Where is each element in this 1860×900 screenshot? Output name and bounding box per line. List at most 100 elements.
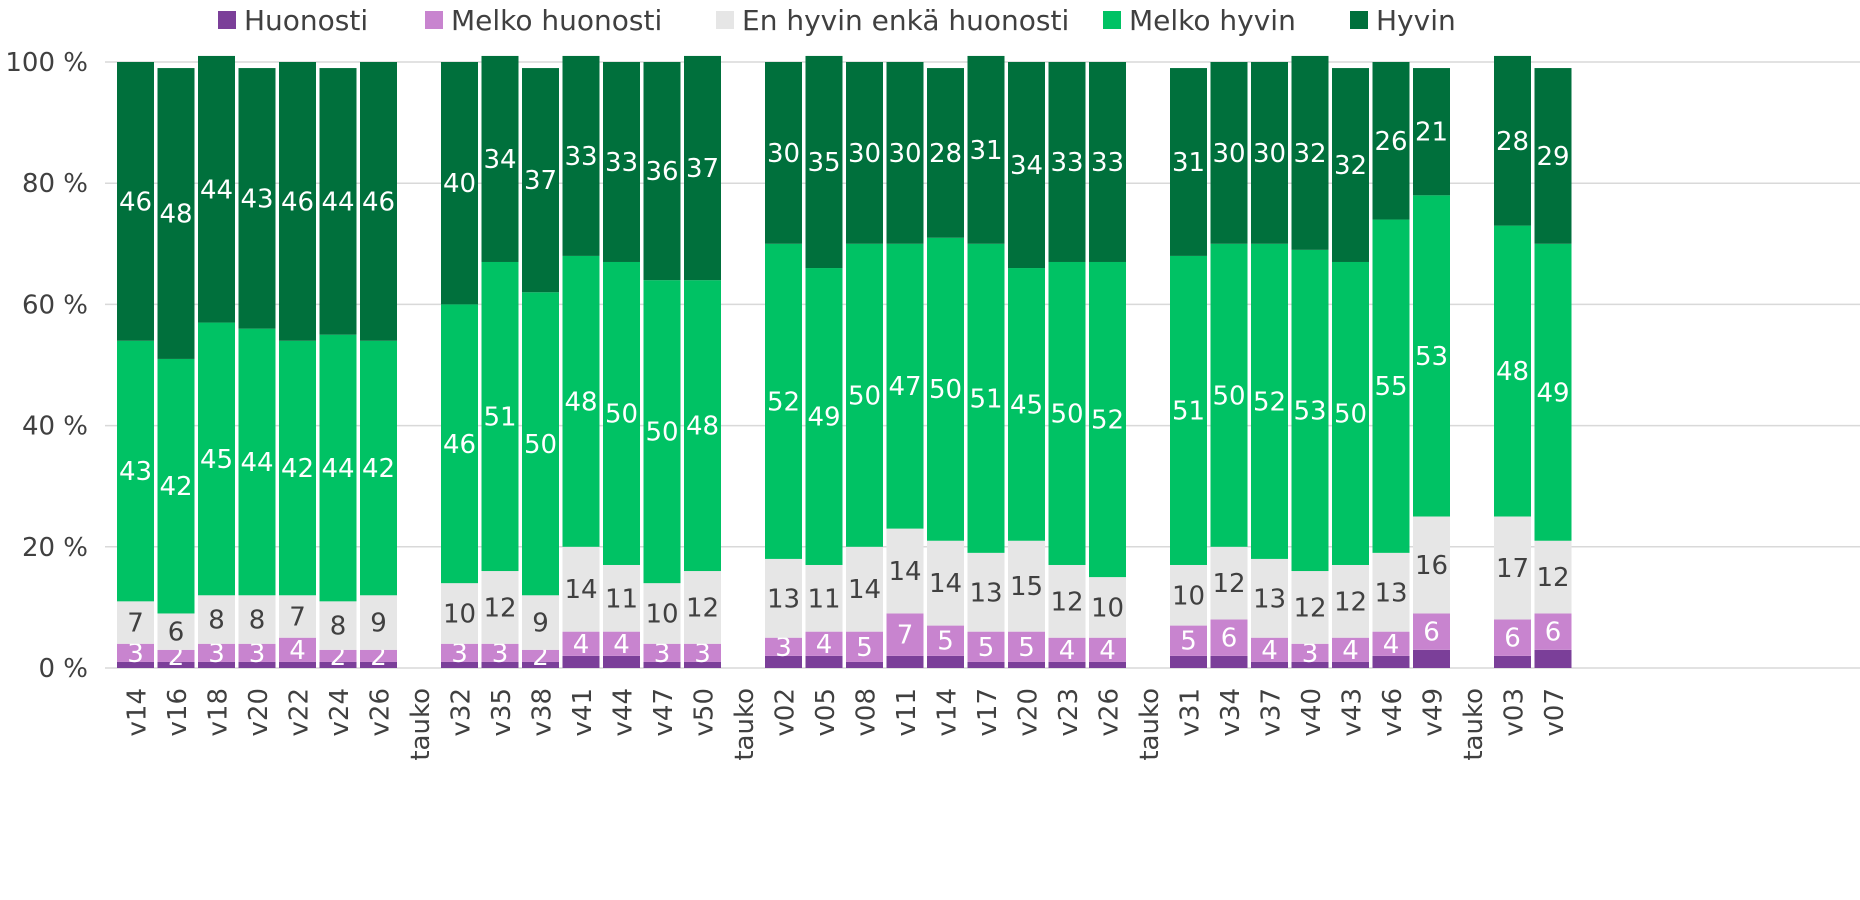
x-tick-label: v50 (690, 688, 720, 736)
y-tick-label: 0 % (38, 654, 88, 684)
x-tick-label: v43 (1338, 688, 1368, 736)
bar-segment (1291, 661, 1329, 668)
bar-segment (1089, 62, 1126, 262)
data-label: 7 (289, 602, 306, 632)
data-label: 50 (1212, 381, 1245, 411)
bar-segment (319, 68, 357, 335)
bar-segment (967, 243, 1005, 553)
data-label: 34 (1010, 151, 1043, 181)
bar-segment (886, 655, 924, 668)
data-label: 48 (159, 200, 192, 230)
bar-segment (562, 546, 600, 632)
bar-segment (684, 643, 721, 662)
bar-segment (1210, 243, 1248, 547)
data-label: 3 (249, 639, 266, 669)
data-label: 26 (1374, 127, 1407, 157)
bar-segment (319, 649, 357, 662)
bar-segment (1170, 564, 1207, 626)
data-label: 7 (127, 609, 144, 639)
bar-segment (1413, 613, 1450, 650)
data-label: 33 (1091, 148, 1124, 178)
bar-segment (1048, 661, 1086, 668)
bar-segment (886, 613, 924, 656)
bar-segment (805, 631, 843, 656)
y-tick-label: 100 % (5, 48, 88, 78)
data-label: 28 (1496, 127, 1529, 157)
x-tick-label: v41 (568, 688, 598, 736)
data-label: 32 (1293, 139, 1326, 169)
x-tick-label: v47 (649, 688, 679, 736)
bar-segment (238, 661, 276, 668)
bar-segment (1008, 268, 1045, 541)
legend-item: Melko huonosti (425, 2, 662, 38)
bar-segment (643, 661, 681, 668)
data-label: 8 (330, 612, 347, 642)
bar-segment (562, 631, 600, 656)
data-label: 44 (321, 187, 354, 217)
data-label: 46 (443, 430, 476, 460)
bar-segment (1170, 255, 1207, 565)
bar-segment (481, 571, 519, 644)
bar-segment (117, 661, 154, 668)
bar-segment (643, 62, 681, 281)
bar-segment (765, 243, 802, 559)
data-label: 36 (645, 157, 678, 187)
data-label: 5 (937, 627, 954, 657)
bar-segment (279, 62, 316, 341)
data-label: 30 (767, 139, 800, 169)
legend-item: En hyvin enkä huonosti (716, 2, 1069, 38)
data-label: 12 (1293, 593, 1326, 623)
bar-segment (1413, 649, 1450, 668)
bar-segment (522, 595, 559, 650)
legend-item: Huonosti (218, 2, 368, 38)
data-label: 50 (1050, 399, 1083, 429)
bar-segment (441, 643, 478, 662)
bar-segment (1332, 564, 1369, 638)
x-tick-label: v49 (1419, 688, 1449, 736)
bar-segment (1089, 637, 1126, 662)
data-label: 10 (1091, 593, 1124, 623)
bar-segment (765, 62, 802, 244)
bar-segment (1534, 613, 1572, 650)
x-tick-label: v14 (933, 688, 963, 736)
data-label: 4 (1342, 636, 1359, 666)
bar-segment (1170, 625, 1207, 656)
x-tick-label: v03 (1500, 688, 1530, 736)
bar-segment (967, 552, 1005, 632)
bar-segment (805, 655, 843, 668)
x-tick-label: tauko (1459, 688, 1489, 761)
bar-segment (360, 595, 397, 650)
x-tick-label: v05 (811, 688, 841, 736)
bar-segment (481, 661, 519, 668)
data-label: 31 (1172, 148, 1205, 178)
data-label: 47 (888, 372, 921, 402)
data-label: 50 (1334, 399, 1367, 429)
y-tick-label: 80 % (22, 169, 88, 199)
bar-segment (886, 528, 924, 614)
bar-segment (1332, 661, 1369, 668)
bar-segment (684, 571, 721, 644)
bar-segment (157, 649, 195, 662)
data-label: 11 (605, 584, 638, 614)
data-label: 4 (1099, 636, 1116, 666)
bar-segment (1372, 655, 1410, 668)
data-label: 6 (1504, 624, 1521, 654)
data-label: 14 (848, 575, 881, 605)
bar-segment (1170, 655, 1207, 668)
data-label: 3 (451, 639, 468, 669)
bar-segment (1048, 637, 1086, 662)
data-label: 5 (1018, 633, 1035, 663)
data-label: 32 (1334, 151, 1367, 181)
x-tick-label: tauko (406, 688, 436, 761)
data-label: 52 (1253, 387, 1286, 417)
data-label: 10 (1172, 581, 1205, 611)
data-label: 4 (1059, 636, 1076, 666)
bar-segment (1048, 261, 1086, 565)
data-label: 3 (208, 639, 225, 669)
bar-segment (1372, 631, 1410, 656)
data-label: 35 (807, 148, 840, 178)
bar-segment (1089, 661, 1126, 668)
data-label: 16 (1415, 551, 1448, 581)
bar-segment (1494, 516, 1531, 620)
bar-segment (238, 595, 276, 644)
